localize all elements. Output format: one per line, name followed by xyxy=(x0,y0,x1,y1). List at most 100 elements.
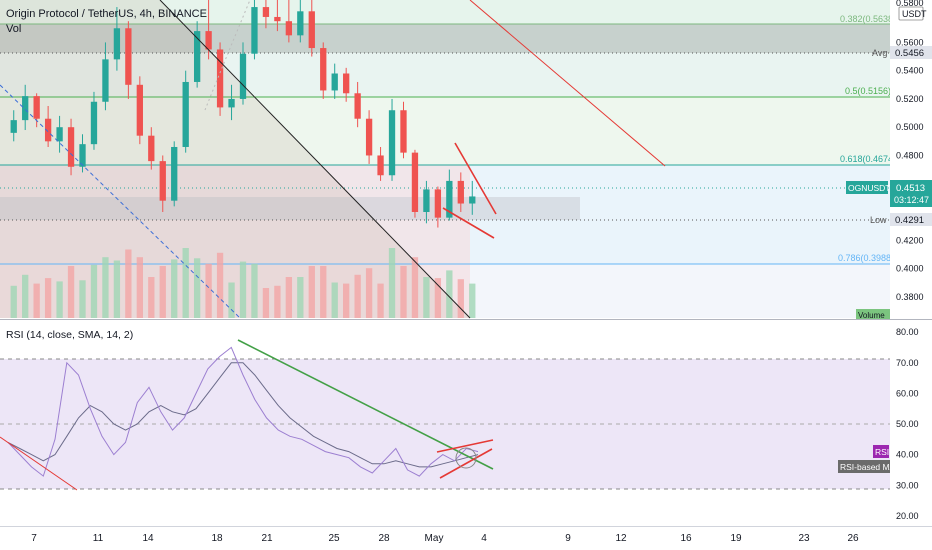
candle-body xyxy=(457,180,464,204)
candle-body xyxy=(90,101,98,145)
time-tick-label: 19 xyxy=(730,533,742,544)
time-tick-label: 14 xyxy=(142,533,154,544)
candle-body xyxy=(297,11,304,36)
time-tick-label: 4 xyxy=(481,533,487,544)
volume-bar xyxy=(205,263,212,318)
volume-bar xyxy=(171,259,178,318)
avg-value-badge xyxy=(890,46,932,59)
candle-body xyxy=(423,189,430,212)
candle-body xyxy=(343,73,350,94)
volume-bar xyxy=(365,268,373,318)
low-label: Low xyxy=(870,215,887,225)
volume-bar xyxy=(228,282,235,318)
fib-lines xyxy=(0,23,890,265)
candle-body xyxy=(354,93,361,119)
rsi-panel: RSI (14, close, SMA, 14, 2) xyxy=(0,329,890,491)
volume-bar xyxy=(285,277,293,318)
candle-body xyxy=(44,118,52,142)
fib-label-618: 0.618(0.4674) xyxy=(840,154,896,164)
price-tick-label: 0.5200 xyxy=(896,94,924,104)
rsi-value-badge xyxy=(873,445,889,458)
volume-bar xyxy=(251,263,258,318)
symbol-badge xyxy=(846,181,888,194)
red-upper-trendline xyxy=(469,0,666,167)
candle-body xyxy=(388,110,396,176)
wedge-lower-line xyxy=(442,207,495,239)
candle-body xyxy=(79,144,86,167)
volume-bar xyxy=(113,260,121,318)
candle-body xyxy=(205,31,212,50)
volume-bar xyxy=(469,283,476,318)
rsi-wedge-lower xyxy=(439,448,493,479)
avg-value: 0.5456 xyxy=(895,48,924,59)
candle-body xyxy=(102,59,109,102)
volume-bar xyxy=(297,277,304,318)
time-axis[interactable]: 7 11 14 18 21 25 28 May 4 9 12 16 19 23 26 xyxy=(31,533,859,544)
candle-body xyxy=(182,81,189,147)
time-tick-label: May xyxy=(425,533,444,544)
black-descending-trendline xyxy=(159,0,471,319)
candle-body xyxy=(446,180,453,218)
volume-bar xyxy=(125,249,132,318)
candle-body xyxy=(22,96,29,121)
rsi-line xyxy=(7,346,479,477)
last-price-badge xyxy=(890,180,932,207)
rsi-tick-label: 80.00 xyxy=(896,327,919,337)
volume-bar xyxy=(10,285,17,318)
volume-bars xyxy=(10,248,476,318)
price-tick-label: 0.3800 xyxy=(896,292,924,302)
time-tick-label: 7 xyxy=(31,533,37,544)
candle-body xyxy=(377,155,384,176)
currency-badge[interactable] xyxy=(898,6,924,21)
volume-bar xyxy=(193,258,201,318)
candle-body xyxy=(331,73,338,91)
volume-bar xyxy=(33,283,40,318)
price-axis[interactable]: 0.56000.54000.52000.50000.48000.46000.42… xyxy=(846,0,932,320)
price-axis-top-partial: 0.5800 xyxy=(896,0,924,8)
candle-body xyxy=(56,127,63,142)
last-price: 0.4513 xyxy=(896,183,925,194)
volume-bar xyxy=(239,261,247,318)
rsi-band xyxy=(0,359,890,489)
rsi-value-badge-text: RSI xyxy=(875,447,889,457)
projection-curve xyxy=(204,0,251,111)
time-tick-label: 25 xyxy=(328,533,340,544)
price-tick-label: 0.4200 xyxy=(896,235,924,245)
rsi-tick-label: 60.00 xyxy=(896,388,919,398)
candle-body xyxy=(308,11,315,49)
symbol-badge-text: OGNUSDT xyxy=(848,183,891,193)
fib-label-786: 0.786(0.3988) xyxy=(838,253,894,263)
candle-body xyxy=(159,161,166,201)
volume-bar xyxy=(159,266,166,318)
volume-bar xyxy=(79,280,86,318)
volume-bar xyxy=(262,288,270,318)
volume-bar xyxy=(148,277,155,318)
candlesticks xyxy=(10,0,476,228)
candle-body xyxy=(434,189,442,218)
volume-bar xyxy=(377,283,384,318)
candle-body xyxy=(193,31,201,82)
volume-bar xyxy=(320,266,327,318)
symbol-title: Origin Protocol / TetherUS, 4h, BINANCE xyxy=(6,8,207,20)
volume-bar xyxy=(274,285,281,318)
candle-body xyxy=(365,118,373,156)
volume-bar xyxy=(102,257,109,318)
price-tick-label: 0.5600 xyxy=(896,37,924,47)
price-tick-label: 0.5000 xyxy=(896,122,924,132)
time-tick-label: 11 xyxy=(93,533,104,544)
candle-body xyxy=(274,16,281,22)
volume-bar xyxy=(90,264,98,318)
rsi-axis-bg xyxy=(890,320,932,526)
volume-bar xyxy=(423,277,430,318)
fib-zone-top xyxy=(0,0,890,24)
rsi-wedge-upper xyxy=(436,439,494,453)
time-tick-label: 12 xyxy=(615,533,627,544)
rsi-ma-line xyxy=(7,362,479,468)
candle-body xyxy=(33,96,40,119)
candle-body xyxy=(67,127,75,167)
rsi-tick-label: 70.00 xyxy=(896,358,919,368)
candle-body xyxy=(251,7,258,54)
volume-bar xyxy=(411,257,419,318)
fib-zones xyxy=(0,0,890,318)
